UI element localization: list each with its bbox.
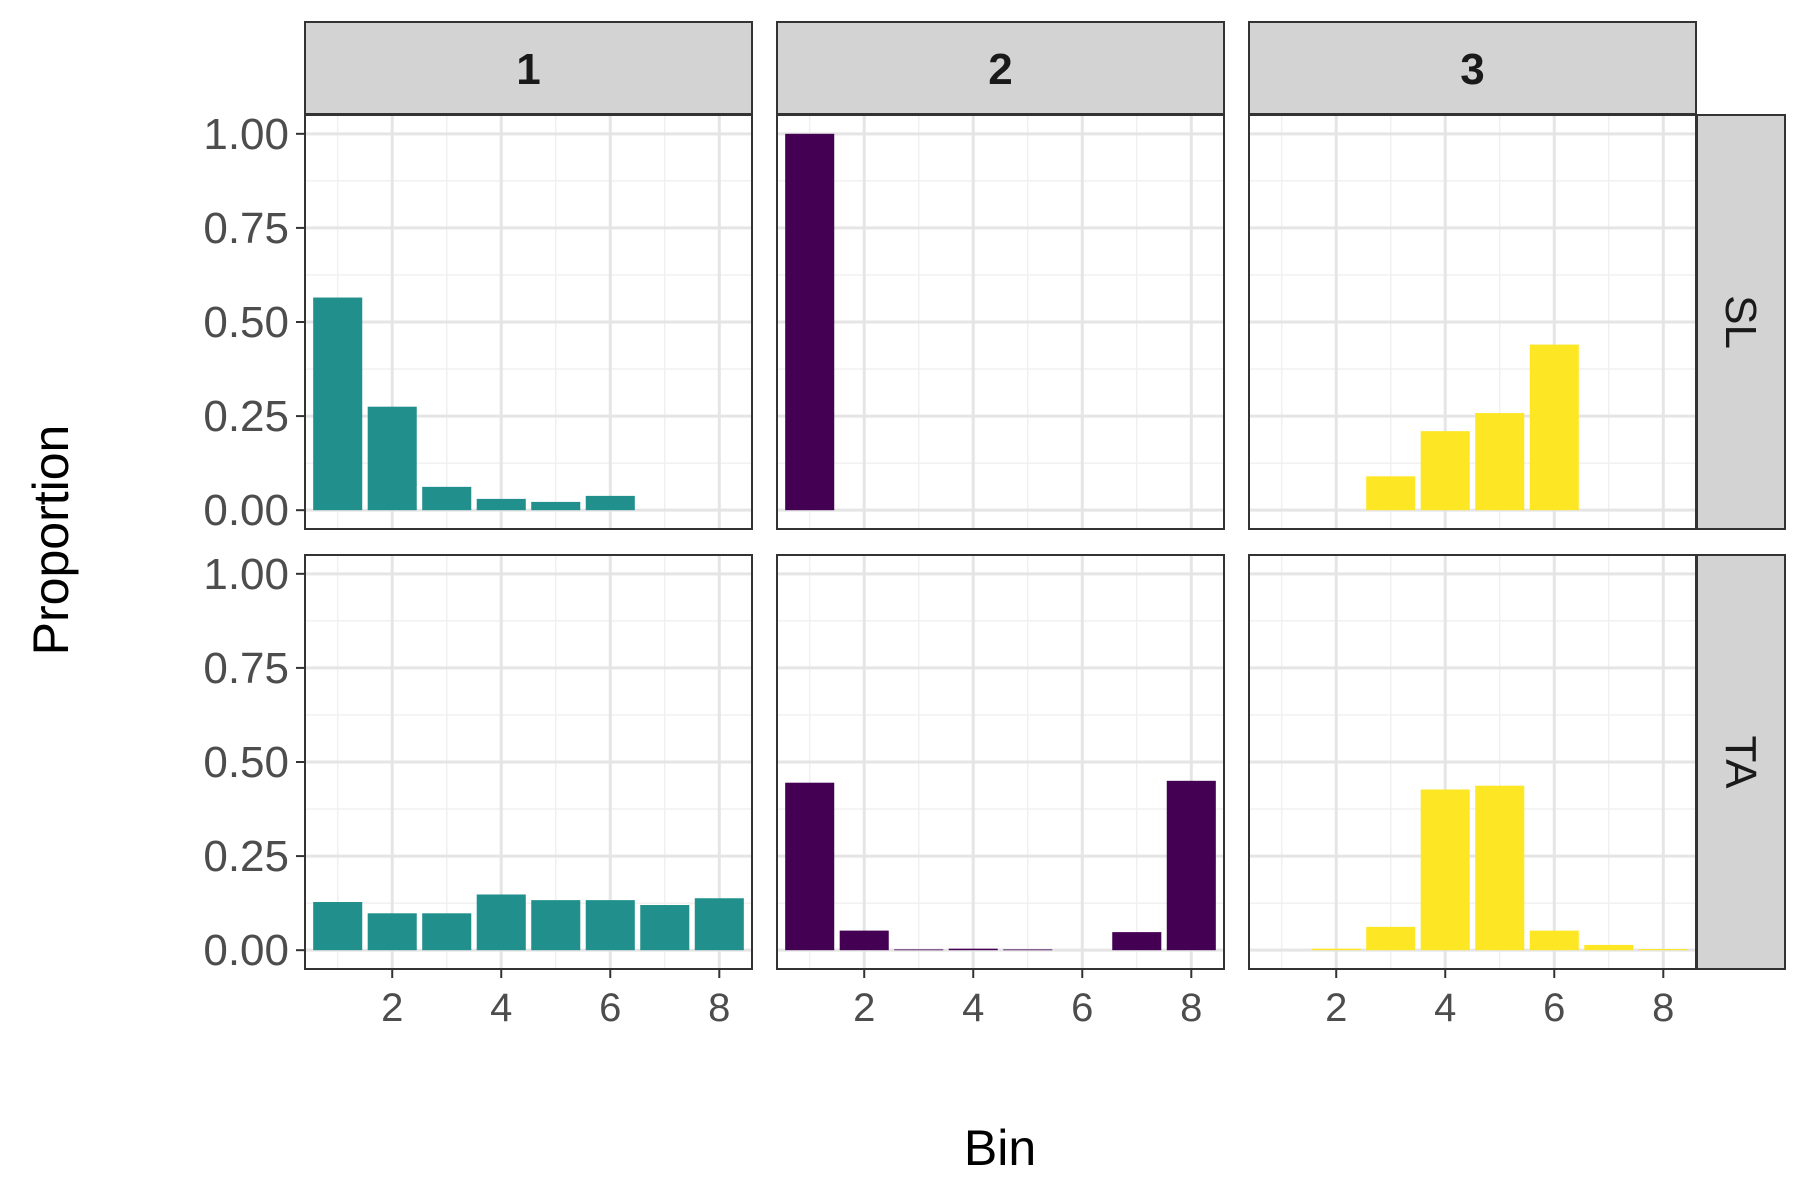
- bar-bin-3: [422, 486, 472, 511]
- y-tick-label: 0.50: [203, 738, 289, 787]
- bar-bin-2: [367, 406, 417, 511]
- bar-bin-4: [476, 894, 526, 951]
- bar-bin-6: [585, 900, 635, 951]
- x-tick-label: 8: [1652, 986, 1674, 1030]
- bar-bin-1: [313, 297, 363, 511]
- x-tick-label: 2: [1325, 986, 1347, 1030]
- bar-bin-5: [1003, 949, 1053, 951]
- y-tick-label: 0.00: [203, 926, 289, 975]
- bar-bin-2: [367, 913, 417, 951]
- y-tick-label: 0.75: [203, 644, 289, 693]
- bar-bin-8: [1638, 949, 1688, 951]
- y-tick-label: 1.00: [203, 110, 289, 159]
- panel-3-ta: [1248, 554, 1697, 970]
- panel-border: [1248, 114, 1697, 530]
- y-tick-label: 0.75: [203, 204, 289, 253]
- bar-bin-7: [1112, 932, 1162, 951]
- panel-1-sl: [304, 114, 753, 530]
- bar-bin-4: [1420, 789, 1470, 951]
- bar-bin-5: [1475, 413, 1525, 511]
- bar-bin-5: [531, 501, 581, 511]
- y-axis-title: Proportion: [23, 425, 79, 656]
- bar-bin-1: [313, 902, 363, 951]
- bar-bin-4: [1420, 431, 1470, 511]
- row-strip-label: SL: [1716, 295, 1765, 349]
- y-tick-label: 0.50: [203, 298, 289, 347]
- column-strip-3: [1248, 21, 1697, 115]
- panel-border: [776, 114, 1225, 530]
- bar-bin-6: [1529, 930, 1579, 951]
- bar-bin-1: [785, 133, 835, 511]
- column-strip-label: 2: [988, 45, 1012, 94]
- column-strip-label: 3: [1460, 45, 1484, 94]
- bar-bin-6: [585, 495, 635, 511]
- bar-bin-4: [476, 498, 526, 511]
- y-tick-label: 0.25: [203, 392, 289, 441]
- row-strip-ta: [1696, 554, 1786, 970]
- bar-bin-3: [1366, 476, 1416, 511]
- bar-bin-2: [839, 930, 889, 951]
- column-strip-1: [304, 21, 753, 115]
- bar-bin-3: [422, 913, 472, 951]
- x-tick-label: 4: [962, 986, 984, 1030]
- bar-bin-3: [1366, 926, 1416, 951]
- x-tick-label: 6: [599, 986, 621, 1030]
- bar-bin-2: [1311, 948, 1361, 951]
- panel-1-ta: [304, 554, 753, 970]
- bar-bin-7: [1584, 944, 1634, 951]
- bar-bin-8: [694, 898, 744, 951]
- column-strip-2: [776, 21, 1225, 115]
- row-strip-sl: [1696, 114, 1786, 530]
- bar-bin-8: [1166, 780, 1216, 951]
- bar-bin-5: [531, 900, 581, 951]
- bar-bin-7: [640, 905, 690, 951]
- y-tick-label: 0.25: [203, 832, 289, 881]
- x-axis-title: Bin: [964, 1120, 1036, 1176]
- x-axes: 2 4 6 8 2 4 6 8 2 4 6 8: [381, 969, 1674, 1030]
- x-tick-label: 8: [1180, 986, 1202, 1030]
- y-tick-label: 0.00: [203, 486, 289, 535]
- panel-border: [776, 554, 1225, 970]
- y-tick-label: 1.00: [203, 550, 289, 599]
- x-tick-label: 6: [1543, 986, 1565, 1030]
- row-strip-label: TA: [1716, 736, 1765, 790]
- panels: [304, 114, 1697, 970]
- x-tick-label: 4: [1434, 986, 1456, 1030]
- bar-bin-6: [1529, 344, 1579, 511]
- panel-3-sl: [1248, 114, 1697, 530]
- x-tick-label: 6: [1071, 986, 1093, 1030]
- panel-2-sl: [776, 114, 1225, 530]
- x-tick-label: 2: [381, 986, 403, 1030]
- y-axes: 0.00 0.25 0.50 0.75 1.00 0.00 0.25 0.50 0.75 1.00: [203, 110, 305, 975]
- panel-border: [1248, 554, 1697, 970]
- bar-bin-5: [1475, 785, 1525, 951]
- bar-bin-4: [948, 948, 998, 951]
- x-tick-label: 4: [490, 986, 512, 1030]
- column-strip-label: 1: [516, 45, 540, 94]
- bar-bin-1: [785, 782, 835, 951]
- bar-bin-3: [894, 949, 944, 951]
- x-tick-label: 2: [853, 986, 875, 1030]
- row-strips: SL TA: [1696, 114, 1786, 970]
- panel-2-ta: [776, 554, 1225, 970]
- x-tick-label: 8: [708, 986, 730, 1030]
- column-strips: 1 2 3: [304, 21, 1697, 115]
